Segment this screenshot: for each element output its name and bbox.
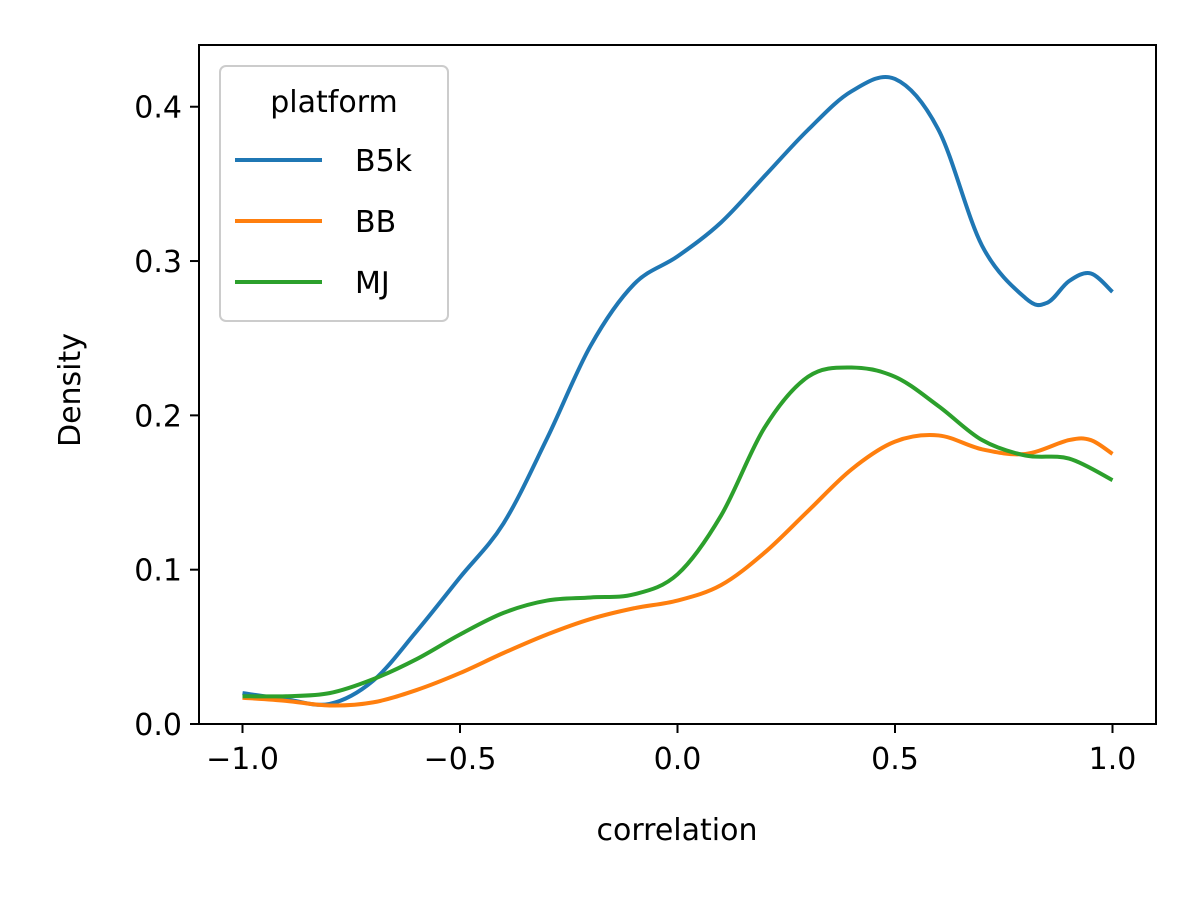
y-tick-label: 0.3: [134, 245, 182, 280]
legend: platform B5k BB MJ: [219, 65, 449, 322]
x-axis: −1.0 −0.5 0.0 0.5 1.0: [206, 724, 1136, 777]
x-tick-label: −1.0: [206, 742, 279, 777]
y-tick-label: 0.1: [134, 554, 182, 589]
series-line-bb: [242, 433, 1114, 708]
x-tick-label: 1.0: [1089, 742, 1137, 777]
x-tick-label: 0.5: [871, 742, 919, 777]
y-tick-label: 0.4: [134, 91, 182, 126]
legend-entry-b5k: B5k: [235, 144, 413, 179]
series-line-mj: [242, 365, 1114, 699]
legend-label: MJ: [355, 266, 390, 301]
x-axis-title: correlation: [597, 813, 758, 848]
legend-label: BB: [355, 205, 396, 240]
series-line-b5k: [242, 74, 1114, 707]
legend-entries: B5k BB MJ: [235, 144, 413, 301]
legend-title: platform: [270, 85, 397, 120]
y-axis-title: Density: [53, 333, 88, 447]
x-tick-label: 0.0: [654, 742, 702, 777]
legend-entry-mj: MJ: [235, 266, 390, 301]
legend-entry-bb: BB: [235, 205, 396, 240]
y-tick-label: 0.2: [134, 399, 182, 434]
legend-label: B5k: [355, 144, 413, 179]
y-axis: 0.0 0.1 0.2 0.3 0.4: [134, 91, 199, 743]
x-tick-label: −0.5: [424, 742, 497, 777]
legend-frame: [219, 65, 449, 322]
y-tick-label: 0.0: [134, 708, 182, 743]
series-layer: [242, 74, 1114, 708]
